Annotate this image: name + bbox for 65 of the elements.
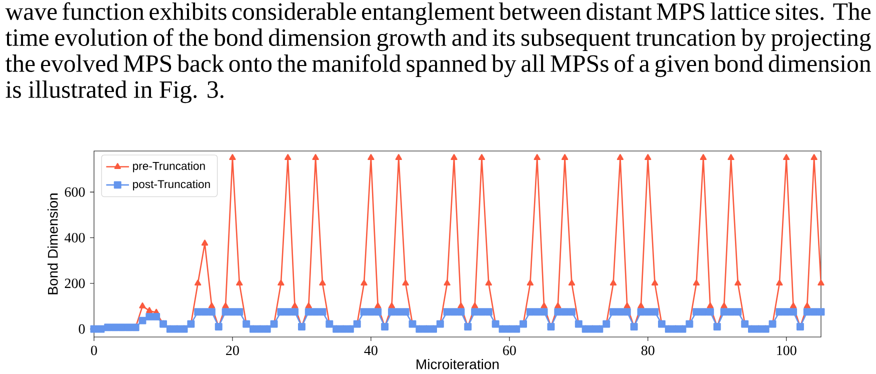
point bbox=[644, 154, 652, 160]
point bbox=[201, 240, 208, 246]
point bbox=[485, 280, 492, 286]
point bbox=[374, 302, 382, 308]
point bbox=[229, 154, 236, 160]
point bbox=[458, 302, 464, 308]
point bbox=[388, 302, 396, 308]
legend-label: pre-Truncation bbox=[133, 162, 205, 172]
y-tick-label: 400 bbox=[64, 232, 85, 242]
y-tick-label: 200 bbox=[64, 278, 85, 288]
point bbox=[208, 302, 216, 308]
point bbox=[194, 280, 202, 286]
point bbox=[568, 280, 576, 286]
point bbox=[652, 280, 658, 286]
x-tick-label: 40 bbox=[364, 346, 378, 356]
point bbox=[236, 280, 243, 286]
point bbox=[624, 302, 630, 308]
x-tick-label: 0 bbox=[91, 346, 97, 356]
point bbox=[540, 302, 548, 308]
point bbox=[139, 302, 146, 308]
point bbox=[478, 154, 486, 160]
y-tick-label: 0 bbox=[78, 324, 85, 334]
point bbox=[526, 280, 534, 286]
point bbox=[638, 302, 644, 308]
point bbox=[450, 154, 458, 160]
point bbox=[402, 280, 409, 286]
point bbox=[395, 154, 402, 160]
point bbox=[471, 302, 478, 308]
point bbox=[610, 280, 617, 286]
point bbox=[368, 154, 374, 160]
x-tick-label: 60 bbox=[503, 346, 516, 356]
point bbox=[616, 154, 624, 160]
point bbox=[278, 280, 284, 286]
point bbox=[561, 154, 568, 160]
point bbox=[312, 154, 319, 160]
x-tick-label: 80 bbox=[641, 346, 654, 356]
point bbox=[693, 280, 700, 286]
point bbox=[728, 154, 734, 160]
x-axis-title: Microiteration bbox=[416, 358, 499, 370]
point bbox=[291, 302, 298, 308]
point bbox=[804, 302, 810, 308]
y-tick-label: 600 bbox=[64, 187, 85, 197]
point bbox=[360, 280, 368, 286]
point bbox=[720, 302, 728, 308]
text: wave function exhibits considerable entanglement between distant MPS lattice sites. The time evolution of the bond dimension growth and its subsequent truncation by projecting the evolved MPS back onto the manifold spanned by all MPSs of a given bond dimension is illustrated in Fig. 3. bbox=[5, 2, 871, 104]
point bbox=[818, 280, 824, 286]
y-axis-title: Bond Dimension bbox=[48, 194, 58, 294]
point bbox=[790, 302, 797, 308]
point bbox=[444, 280, 450, 286]
point bbox=[305, 302, 312, 308]
point bbox=[146, 307, 153, 313]
point bbox=[700, 154, 707, 160]
point bbox=[554, 302, 562, 308]
legend-label: post-Truncation bbox=[133, 180, 210, 190]
point bbox=[706, 302, 714, 308]
point bbox=[783, 154, 790, 160]
point bbox=[534, 154, 540, 160]
point bbox=[222, 302, 229, 308]
point bbox=[284, 154, 292, 160]
point bbox=[776, 280, 783, 286]
point bbox=[319, 280, 326, 286]
point bbox=[810, 154, 818, 160]
point bbox=[734, 280, 742, 286]
x-tick-label: 20 bbox=[226, 346, 239, 356]
x-tick-label: 100 bbox=[777, 346, 796, 356]
